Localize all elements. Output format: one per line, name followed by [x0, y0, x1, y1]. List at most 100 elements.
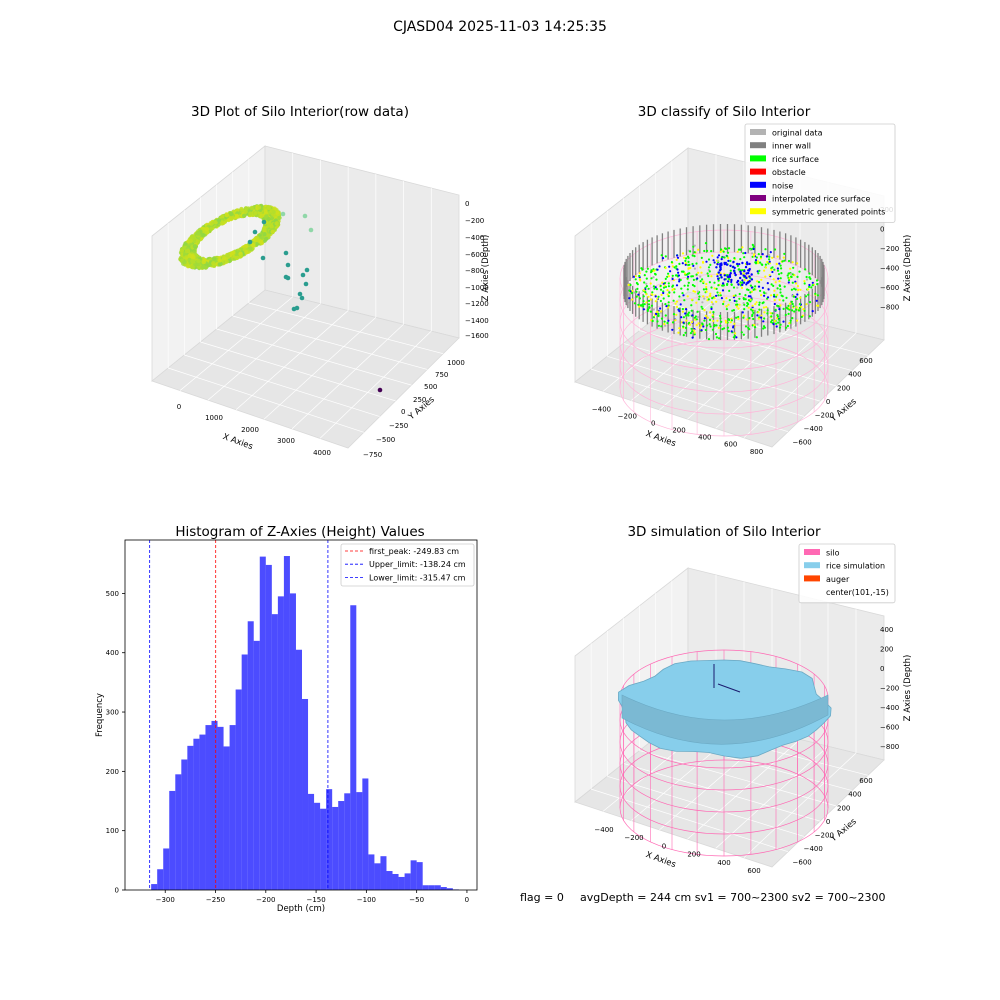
- x-tick-label: 0: [651, 419, 655, 427]
- histogram-bar: [374, 863, 381, 890]
- classified-point: [683, 256, 686, 259]
- classified-point: [685, 257, 688, 260]
- y-tick-label: −400: [804, 425, 823, 433]
- z-tick-label: 0: [880, 226, 884, 234]
- footer-depth-text: avgDepth = 244 cm sv1 = 700~2300 sv2 = 7…: [580, 891, 886, 904]
- classified-point: [629, 283, 632, 287]
- noise-point: [720, 276, 723, 279]
- classified-point: [802, 308, 805, 311]
- histogram-bar: [320, 808, 327, 890]
- classified-point: [710, 250, 713, 253]
- classified-point: [766, 312, 769, 315]
- classified-point: [764, 248, 767, 251]
- histogram-xlabel: Depth (cm): [277, 904, 325, 914]
- noise-point: [718, 269, 722, 272]
- classified-point: [631, 298, 634, 301]
- classified-point: [713, 325, 716, 328]
- histogram-ticks: −300 −250 −200 −150 −100 −50 0 0 100 200 300 400 500: [106, 590, 470, 904]
- classified-point: [667, 319, 670, 322]
- classified-point: [724, 247, 728, 250]
- classified-point: [740, 286, 744, 289]
- noise-point: [745, 276, 748, 280]
- histogram-bar: [428, 885, 435, 890]
- scatter-point: [262, 232, 267, 237]
- classified-point: [686, 277, 689, 280]
- histogram-bar: [386, 871, 393, 890]
- classified-point: [722, 300, 725, 303]
- classified-point: [693, 244, 696, 247]
- y-tick-label: 750: [435, 371, 448, 379]
- classified-point: [779, 288, 782, 291]
- simulation-3d-xlabel: X Axies: [644, 850, 677, 870]
- scatter-point: [280, 211, 286, 217]
- scatter-point: [191, 255, 196, 260]
- scatter-point: [182, 260, 187, 265]
- classified-point: [791, 317, 794, 320]
- z-tick-label: −800: [880, 304, 899, 312]
- x-tick-label: −150: [306, 896, 325, 904]
- classified-point: [700, 271, 703, 274]
- scatter-point: [270, 229, 275, 234]
- classified-point: [755, 256, 758, 259]
- y-tick-label: 0: [826, 818, 830, 826]
- classified-point: [794, 295, 797, 299]
- classified-point: [710, 301, 714, 304]
- legend-swatch: [750, 129, 766, 135]
- scatter-point: [196, 258, 201, 264]
- x-tick-label: 600: [724, 441, 737, 449]
- legend-frame: [340, 543, 475, 587]
- classified-point: [763, 317, 766, 320]
- classified-point: [671, 285, 674, 288]
- classified-point: [650, 277, 653, 280]
- classified-point: [764, 275, 767, 278]
- classified-point: [767, 316, 770, 319]
- classified-point: [672, 313, 676, 316]
- classified-point: [768, 254, 771, 257]
- classified-point: [713, 281, 716, 284]
- noise-point: [739, 270, 742, 273]
- z-tick-label: −800: [465, 267, 484, 275]
- z-tick-label: −200: [880, 245, 899, 253]
- classified-point: [660, 325, 663, 328]
- classified-point: [721, 328, 724, 331]
- legend-label: interpolated rice surface: [772, 195, 870, 204]
- classified-point: [783, 252, 786, 255]
- classified-point: [716, 275, 719, 278]
- raw-3d-plot-panel: 3D Plot of Silo Interior(row data) 0 1000…: [151, 104, 491, 459]
- classified-point: [662, 291, 665, 295]
- classified-point: [754, 285, 757, 288]
- classified-point: [639, 304, 643, 307]
- scatter-point: [262, 227, 267, 232]
- classified-point: [755, 301, 758, 304]
- classified-point: [678, 295, 681, 298]
- classified-point: [760, 316, 763, 319]
- classified-point: [680, 270, 684, 273]
- x-tick-label: 600: [747, 867, 760, 875]
- classified-point: [771, 319, 774, 322]
- scatter-point: [196, 231, 201, 236]
- classified-point: [741, 311, 744, 314]
- grid-line: [216, 328, 412, 386]
- classified-point: [713, 287, 716, 290]
- classified-point: [737, 315, 740, 319]
- noise-point: [715, 266, 718, 269]
- noise-point: [719, 273, 722, 277]
- z-tick-label: −400: [880, 704, 899, 712]
- classified-point: [791, 261, 794, 264]
- classified-point: [776, 269, 780, 272]
- classified-point: [654, 286, 657, 289]
- scatter-point: [283, 250, 289, 256]
- y-tick-label: −400: [804, 845, 823, 853]
- grid-line: [715, 746, 829, 849]
- noise-point: [736, 279, 740, 283]
- classified-point: [667, 295, 670, 298]
- classified-point: [757, 311, 760, 314]
- classified-point: [782, 256, 785, 259]
- classified-point: [657, 314, 660, 317]
- classify-legend: original data inner wall rice surface obsta…: [744, 123, 896, 223]
- classified-point: [808, 315, 811, 318]
- scatter-point: [201, 259, 206, 265]
- classified-point: [661, 257, 665, 260]
- classified-point: [720, 256, 724, 259]
- classified-point: [674, 319, 677, 322]
